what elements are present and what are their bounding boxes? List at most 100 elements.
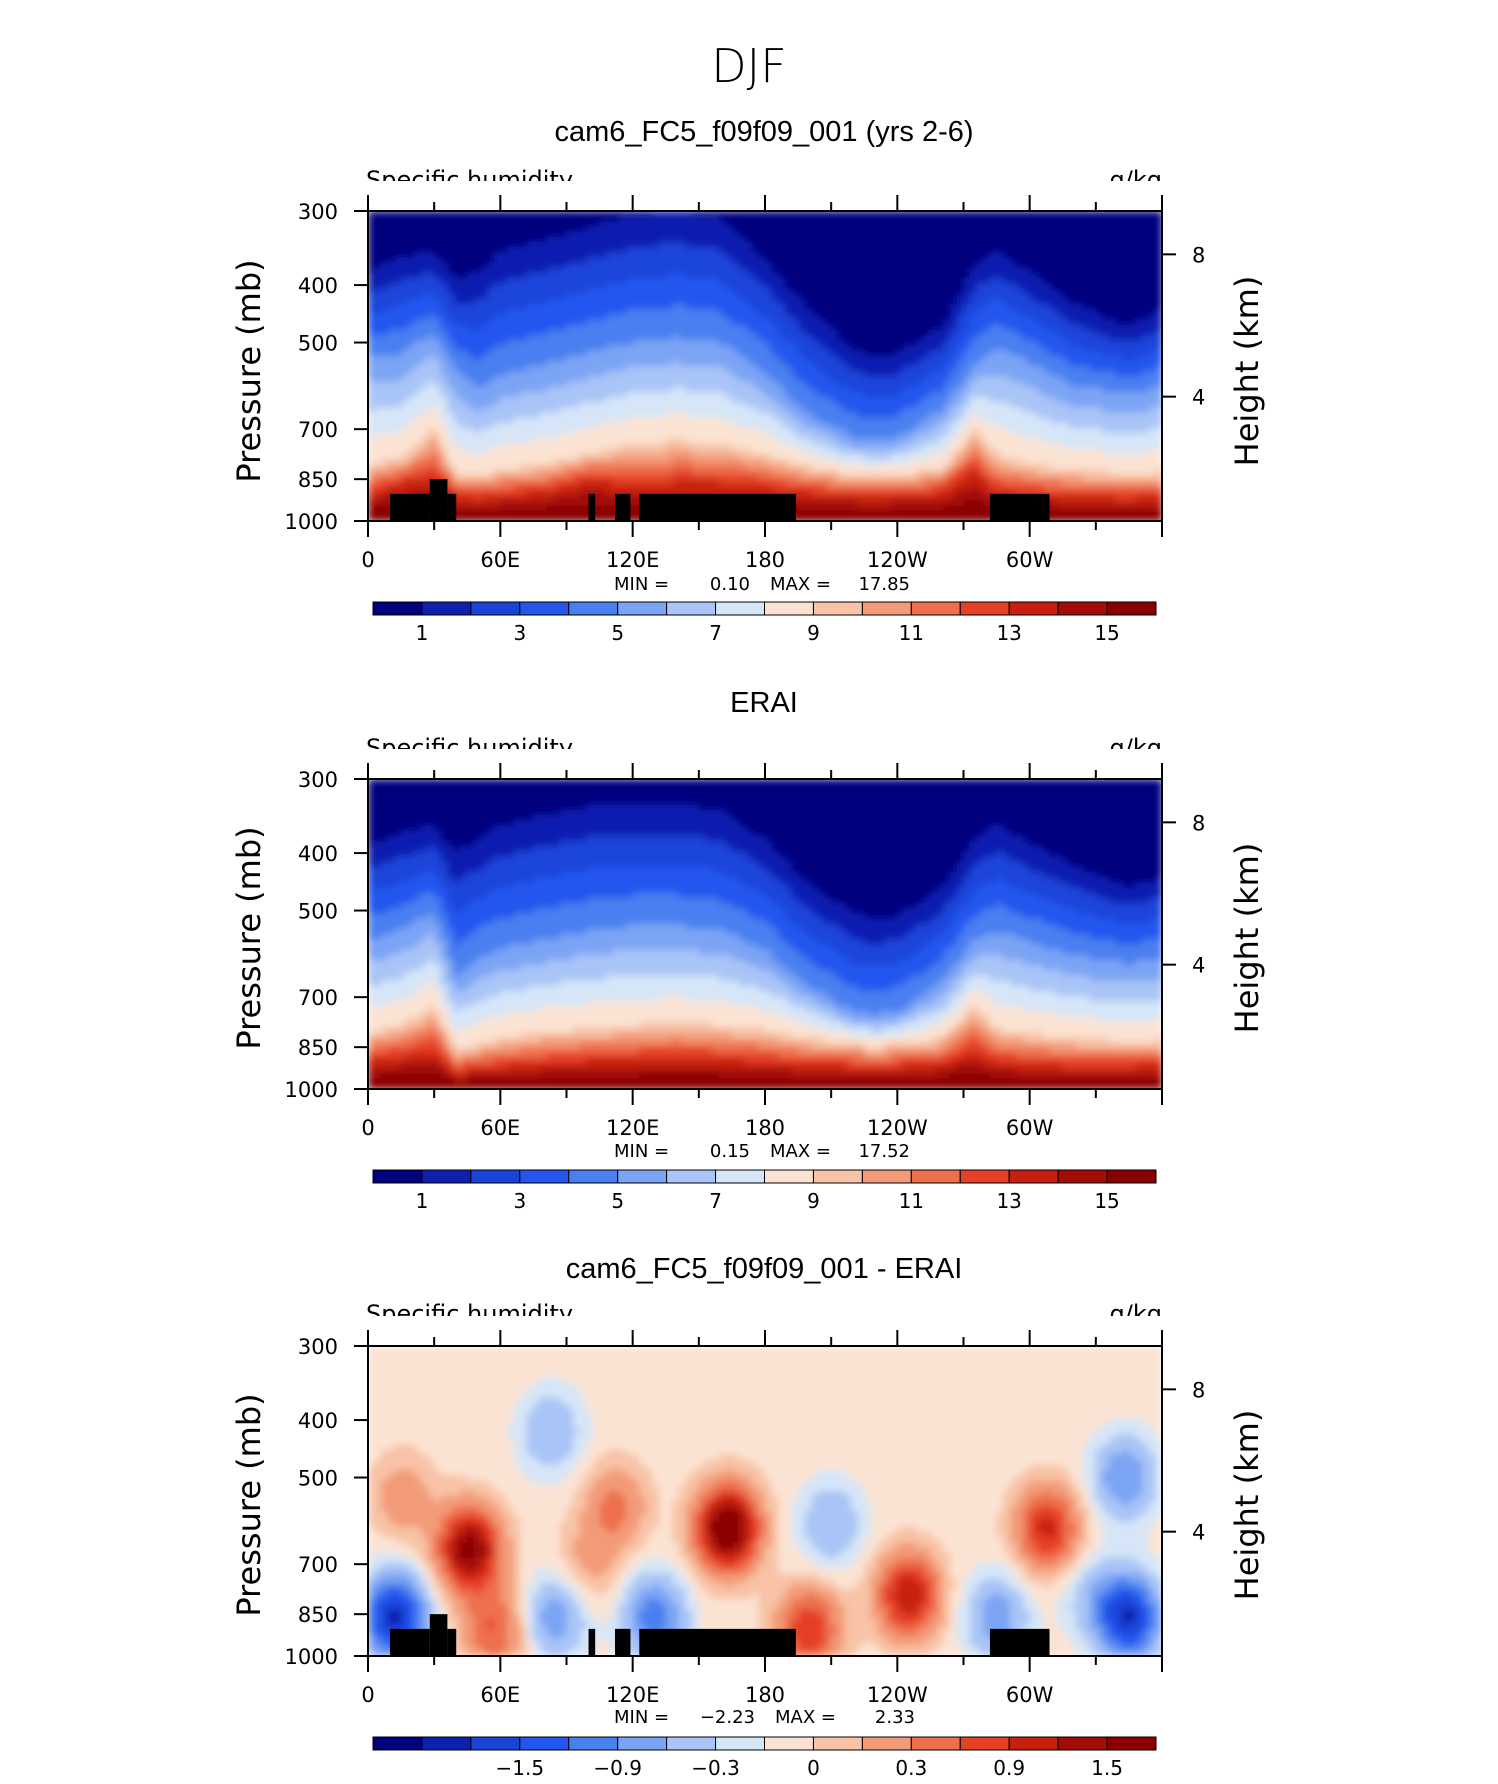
contour-cell xyxy=(1149,289,1156,295)
contour-cell xyxy=(606,407,613,413)
contour-cell xyxy=(1069,361,1076,367)
contour-cell xyxy=(414,330,421,336)
contour-cell xyxy=(586,361,593,367)
contour-cell xyxy=(1149,340,1156,346)
contour-cell xyxy=(1069,345,1076,351)
contour-cell xyxy=(719,413,726,419)
contour-cell xyxy=(864,278,871,284)
contour-cell xyxy=(950,232,957,238)
contour-cell xyxy=(626,335,633,341)
contour-cell xyxy=(1089,289,1096,295)
contour-cell xyxy=(1136,340,1143,346)
contour-cell xyxy=(997,320,1004,326)
contour-cell xyxy=(1142,407,1149,413)
contour-cell xyxy=(679,423,686,429)
contour-cell xyxy=(381,340,388,346)
contour-cell xyxy=(924,320,931,326)
contour-cell xyxy=(844,294,851,300)
contour-cell xyxy=(686,382,693,388)
contour-cell xyxy=(705,423,712,429)
contour-cell xyxy=(520,345,527,351)
contour-cell xyxy=(540,252,547,258)
contour-cell xyxy=(818,325,825,331)
contour-cell xyxy=(725,289,732,295)
contour-cell xyxy=(891,387,898,393)
contour-cell xyxy=(567,340,574,346)
contour-cell xyxy=(388,314,395,320)
contour-cell xyxy=(970,278,977,284)
contour-cell xyxy=(871,232,878,238)
contour-cell xyxy=(944,413,951,419)
contour-cell xyxy=(1003,242,1010,248)
contour-cell xyxy=(1016,309,1023,315)
contour-cell xyxy=(1109,309,1116,315)
contour-cell xyxy=(785,366,792,372)
contour-cell xyxy=(514,361,521,367)
contour-cell xyxy=(653,356,660,362)
contour-cell xyxy=(1003,345,1010,351)
contour-cell xyxy=(653,320,660,326)
contour-cell xyxy=(818,232,825,238)
contour-cell xyxy=(997,418,1004,424)
contour-cell xyxy=(454,335,461,341)
contour-cell xyxy=(719,376,726,382)
contour-cell xyxy=(494,252,501,258)
contour-cell xyxy=(1102,397,1109,403)
contour-cell xyxy=(1142,366,1149,372)
contour-cell xyxy=(871,418,878,424)
contour-cell xyxy=(705,320,712,326)
contour-cell xyxy=(990,242,997,248)
contour-cell xyxy=(997,237,1004,243)
contour-cell xyxy=(659,247,666,253)
contour-cell xyxy=(619,418,626,424)
contour-cell xyxy=(408,263,415,269)
contour-cell xyxy=(394,340,401,346)
contour-cell xyxy=(844,242,851,248)
contour-cell xyxy=(1109,283,1116,289)
contour-cell xyxy=(758,382,765,388)
contour-cell xyxy=(983,382,990,388)
contour-cell xyxy=(990,268,997,274)
contour-cell xyxy=(950,402,957,408)
contour-cell xyxy=(394,299,401,305)
contour-cell xyxy=(368,382,375,388)
contour-cell xyxy=(1122,382,1129,388)
contour-cell xyxy=(1102,247,1109,253)
contour-cell xyxy=(428,351,435,357)
contour-cell xyxy=(434,289,441,295)
contour-cell xyxy=(1142,397,1149,403)
contour-cell xyxy=(467,258,474,264)
contour-cell xyxy=(639,407,646,413)
contour-cell xyxy=(917,273,924,279)
contour-cell xyxy=(527,258,534,264)
contour-cell xyxy=(1016,247,1023,253)
contour-cell xyxy=(447,387,454,393)
contour-cell xyxy=(454,237,461,243)
contour-cell xyxy=(1149,263,1156,269)
contour-cell xyxy=(712,242,719,248)
contour-cell xyxy=(831,330,838,336)
contour-cell xyxy=(679,216,686,222)
contour-cell xyxy=(970,237,977,243)
contour-cell xyxy=(1149,361,1156,367)
contour-cell xyxy=(739,309,746,315)
contour-cell xyxy=(447,304,454,310)
contour-cell xyxy=(474,387,481,393)
contour-cell xyxy=(758,314,765,320)
contour-cell xyxy=(672,247,679,253)
contour-cell xyxy=(659,263,666,269)
contour-cell xyxy=(864,216,871,222)
contour-cell xyxy=(633,258,640,264)
contour-cell xyxy=(540,221,547,227)
contour-cell xyxy=(765,351,772,357)
contour-cell xyxy=(877,252,884,258)
contour-cell xyxy=(1063,335,1070,341)
contour-cell xyxy=(712,252,719,258)
contour-cell xyxy=(500,294,507,300)
contour-cell xyxy=(957,407,964,413)
contour-cell xyxy=(732,221,739,227)
contour-cell xyxy=(672,216,679,222)
contour-cell xyxy=(1063,283,1070,289)
contour-cell xyxy=(480,356,487,362)
contour-cell xyxy=(547,345,554,351)
